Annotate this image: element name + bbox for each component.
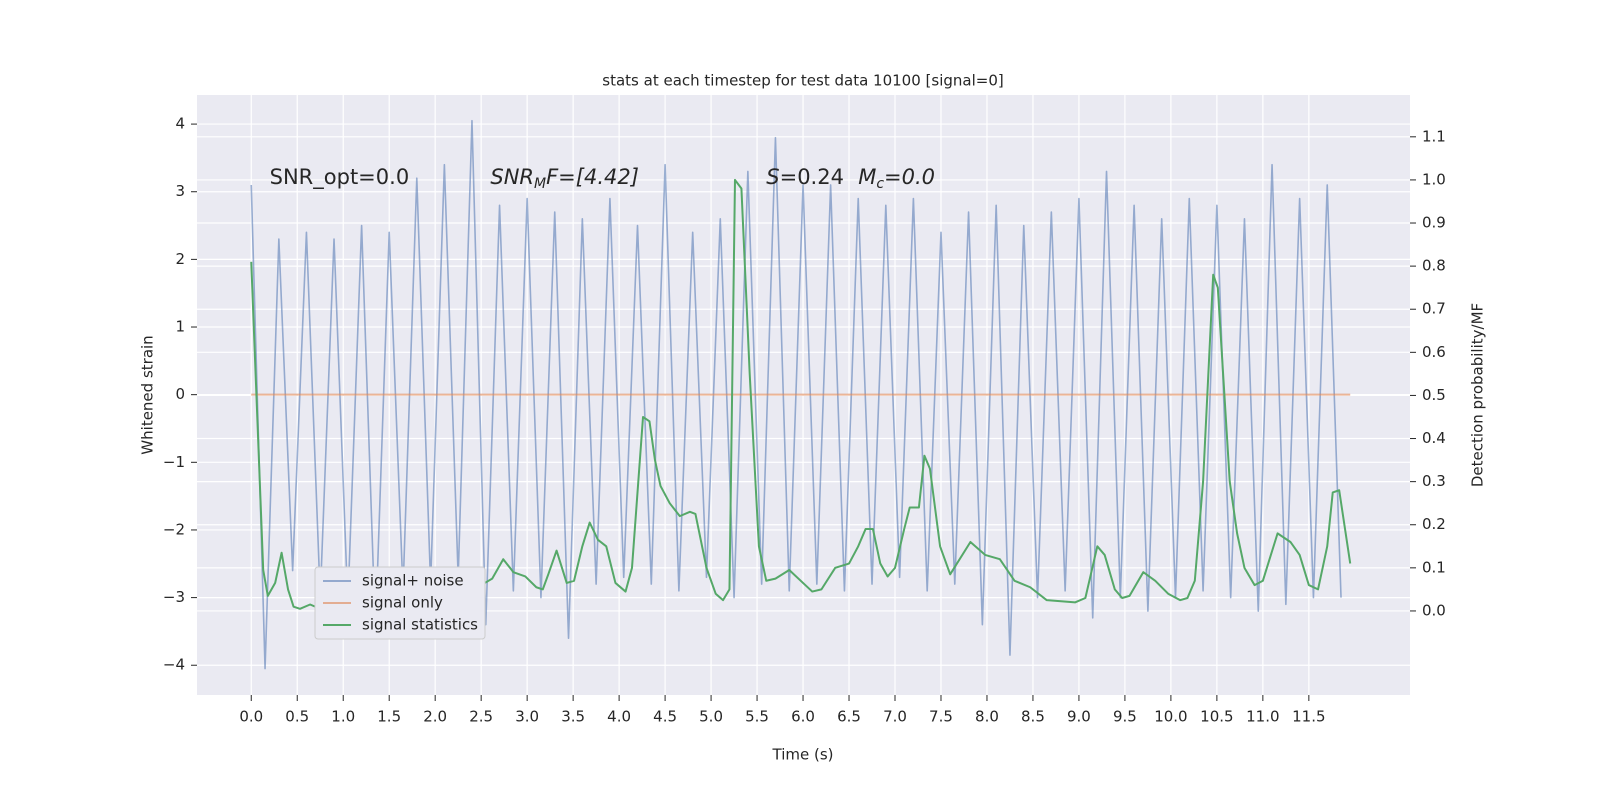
y2-tick-label: 0.0: [1422, 601, 1446, 619]
x-tick-label: 11.5: [1292, 708, 1325, 726]
y2-axis-label: Detection probability/MF: [1469, 303, 1487, 487]
legend-label: signal only: [362, 594, 443, 612]
y2-tick-label: 0.3: [1422, 472, 1446, 490]
annotation-part: =0.0: [884, 165, 935, 189]
y-tick-label: 2: [175, 250, 185, 268]
y2-tick-label: 0.2: [1422, 515, 1446, 533]
x-tick-label: 4.5: [653, 708, 677, 726]
legend-box: [314, 566, 486, 640]
annotation-sub: c: [876, 176, 884, 192]
x-tick-label: 9.0: [1067, 708, 1091, 726]
x-tick-label: 6.5: [837, 708, 861, 726]
x-tick-label: 3.0: [515, 708, 539, 726]
y2-tick-label: 0.4: [1422, 429, 1446, 447]
x-tick-label: 10.0: [1154, 708, 1187, 726]
annotation: SNR_opt=0.0: [270, 165, 410, 190]
x-tick-label: 3.5: [561, 708, 585, 726]
x-tick-label: 4.0: [607, 708, 631, 726]
y2-tick-label: 1.0: [1422, 170, 1446, 188]
y-axis-label: Whitened strain: [139, 335, 157, 454]
annotation-part: M: [858, 165, 876, 189]
annotation: Mc=0.0: [858, 165, 935, 192]
x-tick-label: 10.5: [1200, 708, 1233, 726]
x-tick-label: 2.5: [469, 708, 493, 726]
y-tick-label: 3: [175, 182, 185, 200]
x-tick-label: 5.5: [745, 708, 769, 726]
y2-tick-label: 0.5: [1422, 386, 1446, 404]
x-tick-label: 1.0: [331, 708, 355, 726]
annotation-part: SNR: [490, 165, 534, 189]
x-tick-label: 2.0: [423, 708, 447, 726]
x-tick-label: 11.0: [1246, 708, 1279, 726]
annotation-part: =0.24: [780, 165, 844, 189]
y2-tick-label: 0.9: [1422, 214, 1446, 232]
x-tick-label: 7.5: [929, 708, 953, 726]
y2-tick-label: 0.1: [1422, 558, 1446, 576]
y-tick-label: −4: [163, 656, 185, 674]
legend-label: signal statistics: [362, 616, 478, 634]
annotation-part: S: [766, 165, 779, 189]
x-tick-label: 0.0: [239, 708, 263, 726]
y-tick-label: −2: [163, 520, 185, 538]
annotation: SNRMF=[4.42]: [490, 165, 639, 192]
legend-label: signal+ noise: [362, 572, 464, 590]
x-tick-label: 6.0: [791, 708, 815, 726]
y2-tick-label: 1.1: [1422, 127, 1446, 145]
annotation: S=0.24: [766, 165, 844, 189]
chart-title: stats at each timestep for test data 101…: [602, 72, 1003, 90]
annotation-part: F=[4.42]: [546, 165, 639, 189]
y-tick-label: 0: [175, 385, 185, 403]
y-tick-label: 4: [175, 115, 185, 133]
annotation-sub: M: [534, 176, 546, 192]
y-tick-label: 1: [175, 318, 185, 336]
x-tick-label: 9.5: [1113, 708, 1137, 726]
x-axis-label: Time (s): [772, 746, 834, 764]
y2-tick-label: 0.6: [1422, 343, 1446, 361]
y-tick-label: −1: [163, 453, 185, 471]
y2-tick-label: 0.8: [1422, 257, 1446, 275]
x-tick-label: 7.0: [883, 708, 907, 726]
series-line: [250, 119, 1342, 670]
y-tick-label: −3: [163, 588, 185, 606]
x-tick-label: 1.5: [377, 708, 401, 726]
x-tick-label: 8.5: [1021, 708, 1045, 726]
y2-tick-label: 0.7: [1422, 300, 1446, 318]
x-tick-label: 8.0: [975, 708, 999, 726]
x-tick-label: 0.5: [285, 708, 309, 726]
x-tick-label: 5.0: [699, 708, 723, 726]
